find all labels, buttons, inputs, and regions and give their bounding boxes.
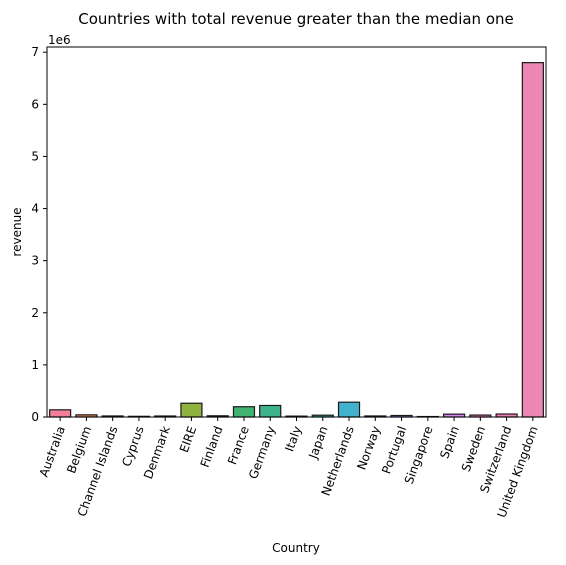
bars-group — [49, 62, 544, 418]
bar-united-kingdom — [521, 62, 544, 418]
y-tick-label: 0 — [31, 410, 39, 424]
x-axis-label: Country — [272, 541, 320, 555]
bar-eire — [180, 402, 203, 418]
y-tick-label: 4 — [31, 202, 39, 216]
bar-france — [232, 406, 256, 418]
bar-netherlands — [337, 401, 361, 418]
x-tick-label: Sweden — [459, 424, 488, 473]
y-tick-label: 3 — [31, 254, 39, 268]
x-tick-label: Norway — [354, 424, 383, 472]
x-tick-label: Japan — [306, 424, 331, 461]
x-tick-label: Germany — [246, 424, 278, 481]
bar-australia — [49, 409, 72, 418]
chart-title: Countries with total revenue greater tha… — [78, 10, 514, 28]
x-tick-label: Belgium — [64, 424, 94, 475]
bar-germany — [259, 404, 282, 418]
y-tick-label: 2 — [31, 306, 39, 320]
x-tick-label: Denmark — [141, 424, 173, 481]
x-tick-label: France — [225, 424, 252, 466]
y-tick-label: 6 — [31, 97, 39, 111]
y-tick-label: 5 — [31, 149, 39, 163]
plot-frame — [46, 46, 547, 418]
x-tick-label: Finland — [198, 424, 226, 469]
y-tick-label: 7 — [31, 45, 39, 59]
x-tick-label: Portugal — [379, 424, 409, 475]
y-axis-label: revenue — [10, 207, 24, 256]
x-tick-label: Cyprus — [119, 424, 146, 468]
y-ticks-group: 0 1 2 3 4 5 6 7 — [31, 45, 47, 424]
x-tick-label: EIRE — [177, 424, 199, 454]
y-offset-label: 1e6 — [48, 33, 71, 47]
x-tick-label: Spain — [437, 424, 462, 460]
x-tick-label: Italy — [282, 424, 304, 453]
y-tick-label: 1 — [31, 358, 39, 372]
